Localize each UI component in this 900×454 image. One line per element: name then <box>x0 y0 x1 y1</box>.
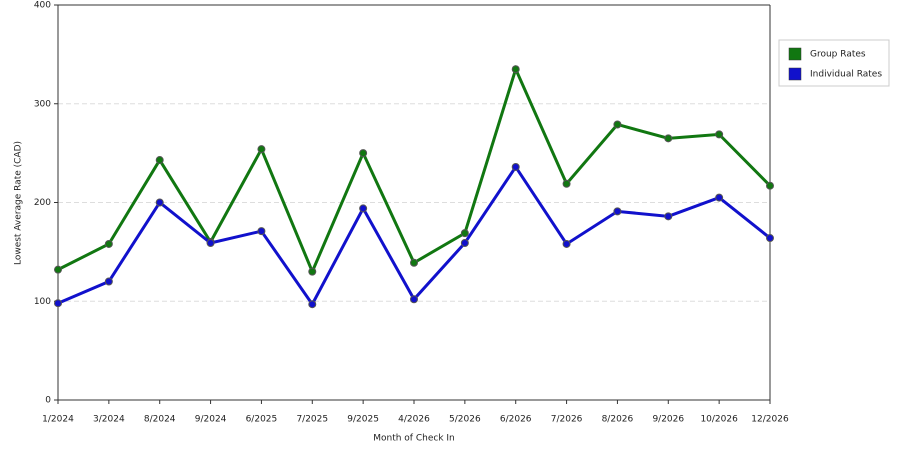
x-tick-label: 7/2025 <box>296 415 328 425</box>
point <box>104 277 113 286</box>
point <box>664 212 673 221</box>
legend-swatch <box>788 47 802 61</box>
point <box>257 227 266 236</box>
point <box>359 149 368 158</box>
point <box>359 204 368 213</box>
point <box>715 193 724 202</box>
point <box>511 65 520 74</box>
point <box>308 300 317 309</box>
y-tick-label: 200 <box>34 198 51 208</box>
x-axis-label: Month of Check In <box>373 434 455 444</box>
point <box>54 265 62 274</box>
x-tick-label: 6/2026 <box>500 415 532 425</box>
y-tick-label: 400 <box>34 1 51 11</box>
point <box>664 134 673 143</box>
x-tick-label: 4/2026 <box>398 415 430 425</box>
point <box>206 238 215 247</box>
legend-label: Individual Rates <box>810 70 882 80</box>
series-line <box>57 64 772 276</box>
x-tick-label: 10/2026 <box>700 415 738 425</box>
x-tick-label: 8/2026 <box>602 415 634 425</box>
y-tick-label: 100 <box>34 297 51 307</box>
series-line <box>57 164 771 308</box>
point <box>104 239 113 248</box>
x-tick-label: 8/2024 <box>144 415 176 425</box>
y-tick-label: 300 <box>34 99 51 109</box>
x-tick-label: 5/2026 <box>449 415 481 425</box>
point <box>562 239 571 248</box>
y-axis-label: Lowest Average Rate (CAD) <box>14 141 24 265</box>
point <box>613 120 622 129</box>
point <box>460 229 469 238</box>
point <box>54 299 62 308</box>
point <box>257 145 266 154</box>
point <box>766 234 774 243</box>
point <box>715 130 724 139</box>
point <box>460 238 469 247</box>
point <box>155 198 164 207</box>
point <box>613 207 622 216</box>
point <box>410 295 418 304</box>
point <box>511 162 520 171</box>
y-tick-label: 0 <box>45 396 51 406</box>
legend-label: Group Rates <box>810 50 866 60</box>
point <box>155 156 164 165</box>
point <box>410 258 418 267</box>
point <box>766 181 774 190</box>
x-tick-label: 12/2026 <box>751 415 789 425</box>
x-tick-label: 9/2026 <box>652 415 684 425</box>
x-tick-label: 9/2024 <box>195 415 227 425</box>
x-tick-label: 3/2024 <box>93 415 125 425</box>
x-tick-label: 7/2026 <box>551 415 583 425</box>
x-tick-label: 6/2025 <box>246 415 278 425</box>
x-tick-label: 1/2024 <box>42 415 74 425</box>
point <box>308 267 317 276</box>
legend-swatch <box>788 67 802 81</box>
point <box>562 179 571 188</box>
x-tick-label: 9/2025 <box>347 415 379 425</box>
